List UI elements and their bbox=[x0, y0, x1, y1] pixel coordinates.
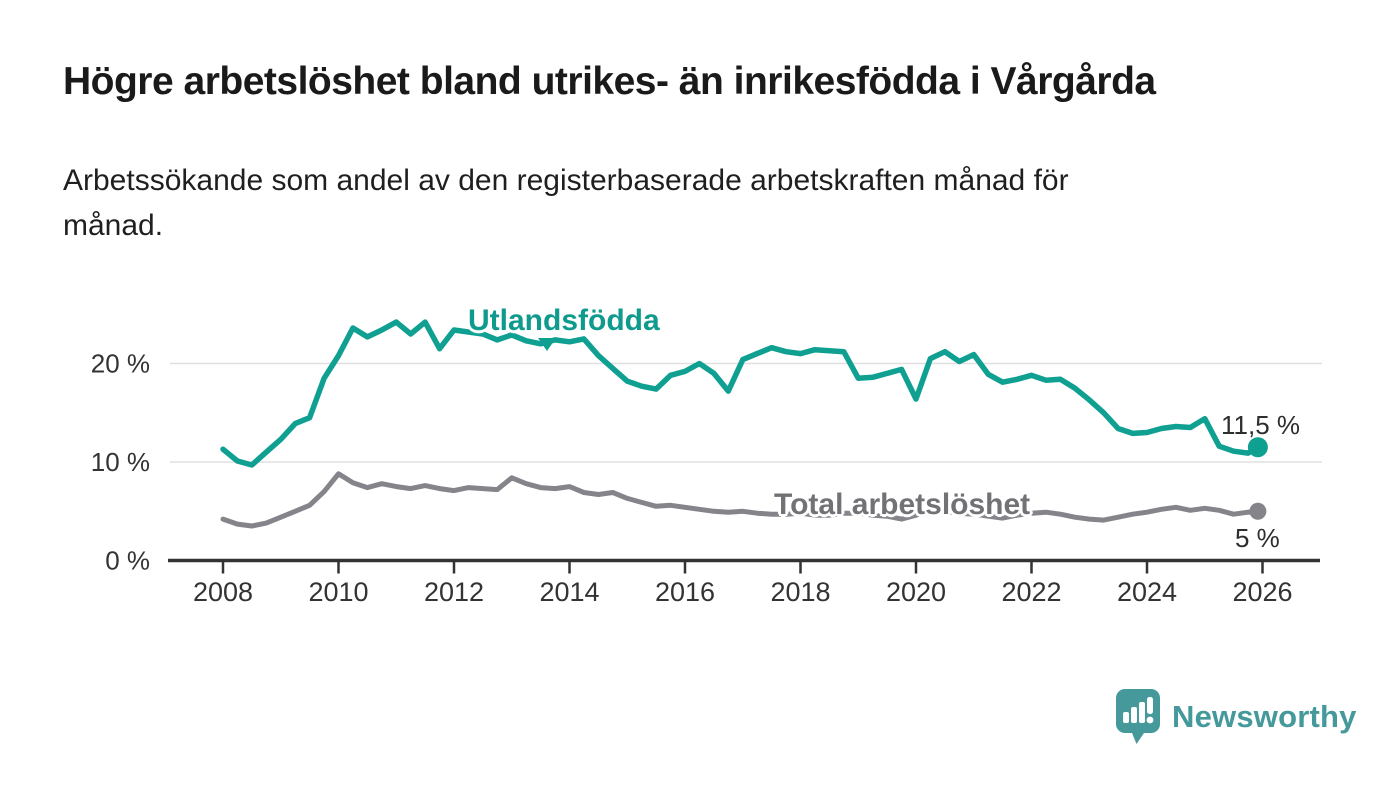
y-tick-label-20: 20 % bbox=[91, 349, 150, 379]
y-tick-label-10: 10 % bbox=[91, 447, 150, 477]
x-tick-label-2026: 2026 bbox=[1232, 577, 1292, 607]
series-line-total bbox=[220, 471, 1261, 529]
x-tick-label-2014: 2014 bbox=[539, 577, 599, 607]
end-value-label-utlandsfodda: 11,5 % bbox=[1221, 410, 1301, 440]
end-value-label-total: 5 % bbox=[1235, 523, 1280, 553]
x-tick-label-2018: 2018 bbox=[770, 577, 830, 607]
newsworthy-logo: Newsworthy bbox=[1115, 688, 1357, 746]
chart-title: Högre arbetslöshet bland utrikes- än inr… bbox=[63, 60, 1156, 103]
series-end-dot-total bbox=[1249, 502, 1267, 520]
bar-chart-speech-bubble-icon bbox=[1116, 689, 1160, 744]
chart-subtitle: Arbetssökande som andel av den registerb… bbox=[63, 164, 1069, 242]
arrow-down-icon bbox=[538, 338, 556, 351]
x-tick-label-2010: 2010 bbox=[308, 577, 368, 607]
x-tick-label-2012: 2012 bbox=[424, 577, 484, 607]
x-tick-label-2008: 2008 bbox=[193, 577, 253, 607]
x-tick-label-2020: 2020 bbox=[886, 577, 946, 607]
x-tick-label-2016: 2016 bbox=[655, 577, 715, 607]
newsworthy-wordmark: Newsworthy bbox=[1172, 699, 1357, 734]
y-tick-label-0: 0 % bbox=[105, 546, 150, 576]
series-label-total-arbetsloshet: Total arbetslöshet bbox=[774, 488, 1031, 521]
series-end-dot-utlandsfodda bbox=[1247, 437, 1268, 458]
x-tick-label-2024: 2024 bbox=[1117, 577, 1177, 607]
series-line-utlandsfodda bbox=[220, 319, 1261, 468]
x-tick-label-2022: 2022 bbox=[1001, 577, 1061, 607]
series-label-utlandsfodda: Utlandsfödda bbox=[468, 304, 660, 337]
